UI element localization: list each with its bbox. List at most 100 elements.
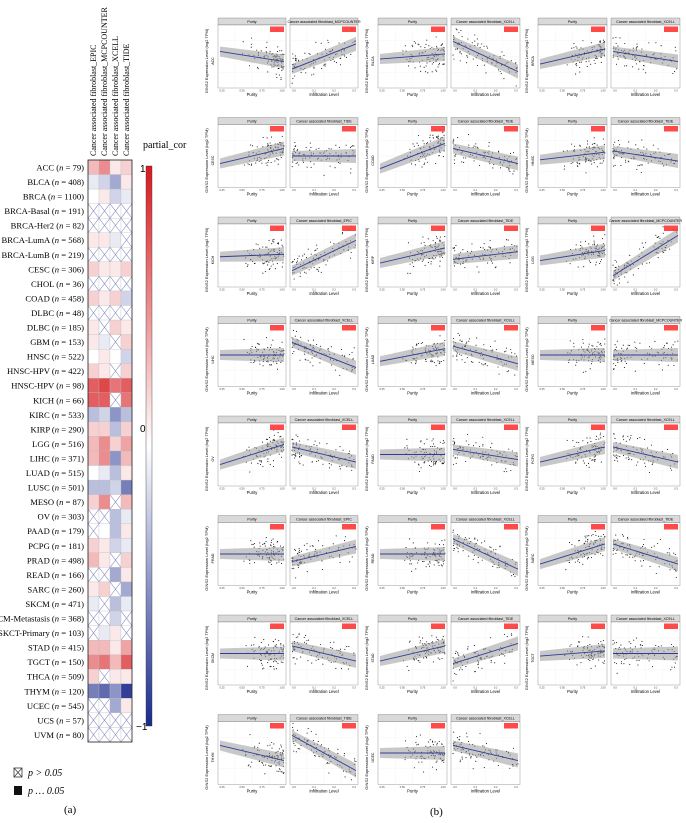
x-tick-label: 0.0 <box>453 487 457 491</box>
heatmap-cell <box>87 683 100 699</box>
data-point <box>463 161 465 163</box>
data-point <box>275 668 278 670</box>
x-tick-label: 0.75 <box>580 288 586 292</box>
x-axis-label: Infiltration Level <box>309 291 338 296</box>
x-tick-label: 0.0 <box>613 387 617 391</box>
heatmap-cell <box>87 450 100 466</box>
data-point <box>278 74 280 76</box>
row-label: ACC (n = 79) <box>36 162 84 172</box>
data-point <box>258 160 260 162</box>
data-point <box>492 349 494 351</box>
data-point <box>306 549 308 551</box>
data-point <box>425 566 427 568</box>
data-point <box>481 542 483 544</box>
data-point <box>338 42 340 44</box>
data-point <box>443 544 445 546</box>
data-point <box>418 463 420 465</box>
data-point <box>269 562 271 564</box>
data-point <box>618 282 621 284</box>
data-point <box>328 467 331 469</box>
data-point <box>264 773 266 775</box>
data-point <box>579 66 581 69</box>
fit-line <box>539 446 606 463</box>
data-point <box>613 283 615 285</box>
y-axis-label: GINS2 Expression Level (log2 TPM) <box>524 227 529 292</box>
data-point <box>458 535 460 537</box>
data-point <box>423 657 425 659</box>
data-point <box>308 269 310 271</box>
x-tick-label: 0.50 <box>560 487 566 491</box>
data-point <box>648 471 651 474</box>
data-point <box>642 246 645 248</box>
data-point <box>353 652 355 654</box>
data-point <box>452 35 455 37</box>
y-axis-label: GINS2 Expression Level (log2 TPM) <box>204 526 209 591</box>
data-point <box>421 260 423 262</box>
data-point <box>579 145 581 147</box>
data-point <box>327 39 329 41</box>
data-point <box>461 669 463 671</box>
data-point <box>248 764 250 766</box>
x-tick-label: 0.0 <box>613 188 617 192</box>
facet-title: Cancer associated fibroblast_XCELL <box>456 319 515 323</box>
data-point <box>431 440 433 442</box>
data-point <box>272 538 274 540</box>
data-point <box>427 72 429 74</box>
confidence-band <box>220 247 284 262</box>
data-point <box>291 568 293 570</box>
heatmap-cell <box>109 319 122 335</box>
scatter-plot: GINS2 Expression Level (log2 TPM) READPur… <box>364 515 521 595</box>
data-point <box>350 172 352 174</box>
x-tick-label: 1.00 <box>600 188 606 192</box>
data-point <box>305 257 307 259</box>
data-point <box>435 462 437 464</box>
data-point <box>435 36 437 38</box>
ns-cross-b <box>98 596 111 612</box>
data-point <box>291 166 293 168</box>
confidence-band <box>380 136 445 174</box>
x-tick-label: 1.00 <box>440 686 446 690</box>
data-point <box>483 243 485 245</box>
x-tick-label: 0.50 <box>560 586 566 590</box>
data-point <box>408 65 410 67</box>
data-point <box>663 165 665 167</box>
data-point <box>259 363 261 365</box>
data-point <box>273 241 275 243</box>
data-point <box>271 539 273 541</box>
heatmap-cell <box>87 552 100 568</box>
data-point <box>295 434 297 436</box>
data-point <box>248 164 250 166</box>
data-point <box>272 339 274 341</box>
data-point <box>635 48 637 50</box>
data-point <box>421 643 423 645</box>
data-point <box>402 50 404 52</box>
data-point <box>594 530 596 533</box>
data-point <box>251 145 254 147</box>
data-point <box>309 53 311 56</box>
data-point <box>273 465 275 468</box>
data-point <box>415 363 417 365</box>
stats-annotation <box>504 26 518 32</box>
data-point <box>603 435 605 438</box>
data-point <box>264 764 267 766</box>
ns-cross-b <box>120 247 133 263</box>
fit-line <box>539 250 606 261</box>
data-point <box>480 246 482 248</box>
x-tick-label: 0.25 <box>539 487 545 491</box>
x-axis-label: Purity <box>407 192 419 197</box>
row-label: HNSC (n = 522) <box>27 352 84 362</box>
data-point <box>304 358 306 360</box>
data-point <box>293 278 295 280</box>
heatmap-cell <box>120 159 133 175</box>
data-point <box>335 535 337 537</box>
data-point <box>574 545 576 547</box>
x-axis-label: Purity <box>247 590 259 595</box>
data-point <box>582 563 584 565</box>
data-point <box>435 69 437 71</box>
data-point <box>418 160 420 162</box>
data-point <box>454 672 456 674</box>
heatmap-cell <box>87 348 100 364</box>
data-point <box>412 346 414 348</box>
data-point <box>310 166 312 168</box>
data-point <box>503 633 505 635</box>
